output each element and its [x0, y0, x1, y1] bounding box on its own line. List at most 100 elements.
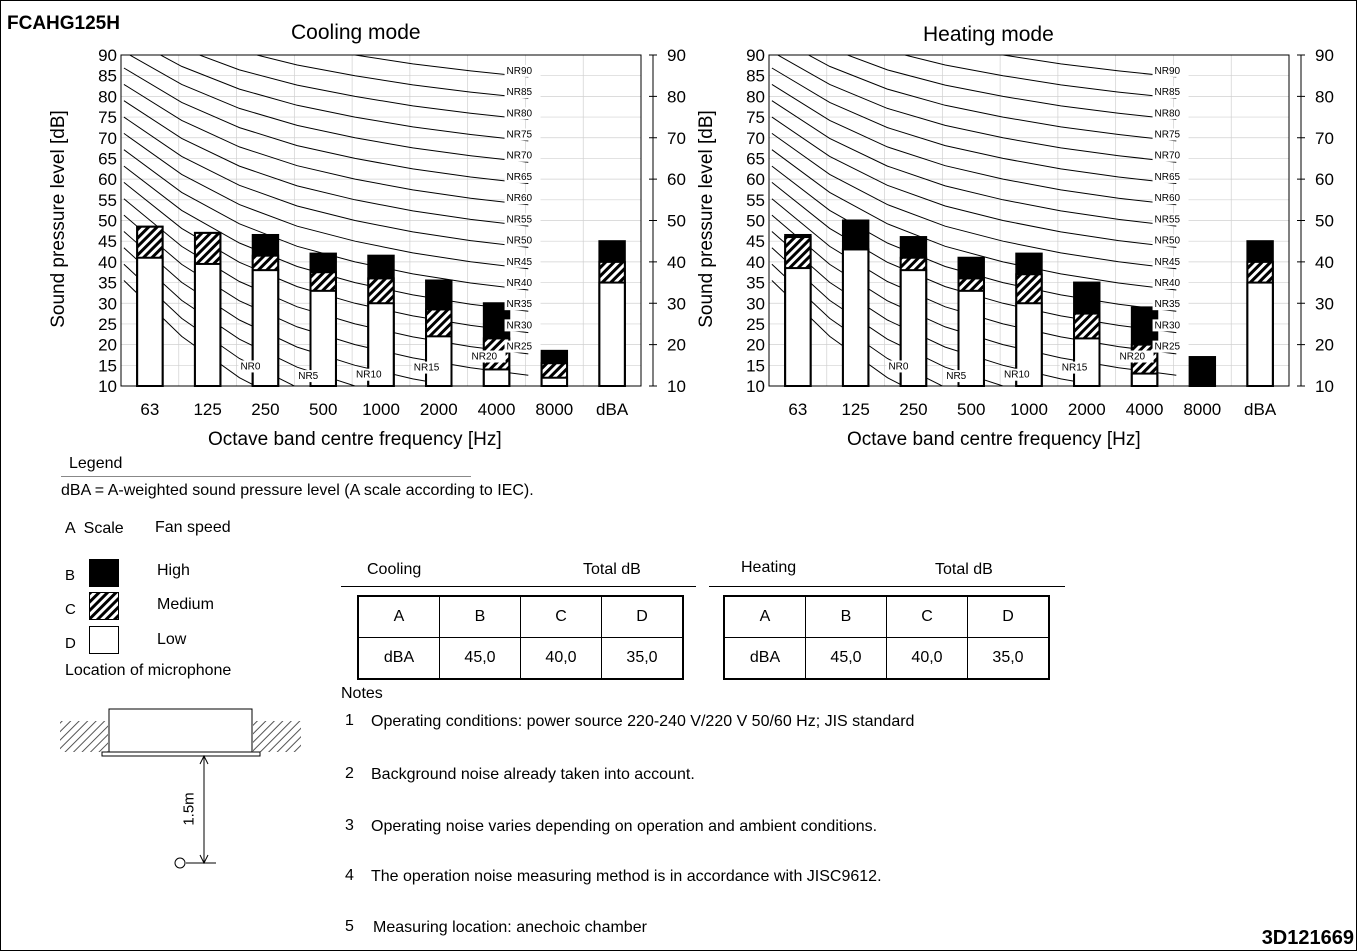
mic-distance: 1.5m — [180, 792, 198, 826]
nr-label-bg — [504, 192, 541, 205]
y-tick-label: 20 — [667, 336, 686, 355]
heating-table-total: Total dB — [935, 561, 993, 578]
microphone-icon — [174, 857, 186, 869]
y-tick-label: 90 — [667, 46, 686, 65]
nr-label: NR70 — [1155, 151, 1181, 162]
nr-label-bg — [354, 368, 390, 381]
y-tick-label: 35 — [98, 274, 117, 293]
note-2-text: Background noise already taken into acco… — [371, 766, 695, 783]
nr-label-bg — [1152, 213, 1189, 226]
nr-label-bg — [1152, 107, 1189, 120]
y-tick-label: 70 — [98, 129, 117, 148]
nr-curve-45 — [123, 132, 529, 270]
nr-curve-0 — [771, 280, 905, 386]
ceiling-left — [60, 721, 108, 752]
nr-curve-85 — [902, 55, 1177, 99]
x-tick-label: 2000 — [1068, 400, 1106, 419]
bar-high — [1188, 356, 1217, 388]
nr-curve-40 — [771, 149, 1177, 291]
y-tick-label: 50 — [746, 212, 765, 231]
y-ticks-right: 90 80 70 60 50 40 30 20 10 — [1297, 46, 1334, 396]
y-tick-label: 60 — [1315, 170, 1334, 189]
bar-low — [425, 335, 453, 388]
y-tick-label: 15 — [746, 356, 765, 375]
nr-label: NR25 — [1155, 342, 1181, 353]
y-tick-label: 90 — [98, 46, 117, 65]
nr-label: NR25 — [507, 342, 533, 353]
nr-curve-45 — [771, 132, 1177, 270]
legend-key-high: B — [65, 567, 76, 584]
nr-label-bg — [1117, 350, 1154, 363]
legend-fan-header: Fan speed — [155, 519, 231, 536]
cell: dBA — [723, 637, 806, 680]
nr-label: NR50 — [507, 236, 533, 247]
nr-curve-60 — [771, 83, 1177, 206]
y-tick-label: 50 — [1315, 212, 1334, 231]
nr-label-bg — [1002, 368, 1038, 381]
y-tick-label: 70 — [746, 129, 765, 148]
heating-chart-title: Heating mode — [923, 23, 1054, 46]
nr-label: NR65 — [507, 172, 533, 183]
plot-frame — [120, 54, 642, 387]
x-tick-label: 4000 — [478, 400, 516, 419]
y-tick-label: 45 — [746, 232, 765, 251]
legend-key-medium: C — [65, 601, 76, 618]
arrow-top — [199, 754, 209, 765]
nr-label-bg — [504, 340, 541, 353]
cell: 45,0 — [805, 637, 887, 680]
bar-low — [1246, 281, 1274, 387]
nr-label-bg — [504, 234, 541, 247]
legend-scale-header: A Scale — [65, 520, 124, 537]
bar-low — [784, 267, 812, 387]
cell: A — [357, 595, 440, 638]
note-4-text: The operation noise measuring method is … — [371, 868, 882, 885]
nr-label-bg — [504, 86, 541, 99]
y-tick-label: 40 — [746, 253, 765, 272]
y-tick-label: 10 — [746, 377, 765, 396]
nr-label-bg — [1152, 234, 1189, 247]
cell: C — [886, 595, 968, 638]
nr-label-bg — [504, 319, 541, 332]
legend-title: Legend — [69, 455, 123, 472]
nr-label: NR15 — [1062, 363, 1088, 374]
y-tick-label: 90 — [1315, 46, 1334, 65]
note-5-num: 5 — [345, 918, 354, 935]
nr-label: NR90 — [507, 66, 533, 77]
y-tick-label: 80 — [746, 87, 765, 106]
nr-label: NR85 — [507, 87, 533, 98]
cooling-table-rule — [341, 586, 696, 587]
nr-label-bg — [296, 370, 333, 383]
nr-label: NR90 — [1155, 66, 1181, 77]
cell: B — [805, 595, 887, 638]
x-tick-label: 8000 — [535, 400, 573, 419]
x-tick-label: 1000 — [1010, 400, 1048, 419]
nr-labels: NR90 NR85 NR80 NR75 NR70 NR65 NR60 NR55 NR50 NR45… — [886, 64, 1189, 383]
nr-curve-75 — [159, 55, 529, 142]
legend-swatch-medium — [89, 592, 119, 620]
x-tick-label: 8000 — [1183, 400, 1221, 419]
nr-label: NR5 — [946, 371, 966, 382]
y-tick-label: 80 — [98, 87, 117, 106]
nr-label-bg — [1152, 170, 1189, 183]
nr-label: NR80 — [1155, 108, 1181, 119]
nr-label: NR30 — [1155, 320, 1181, 331]
nr-label-bg — [1152, 276, 1189, 289]
nr-label-bg — [504, 107, 541, 120]
nr-label-bg — [1152, 298, 1189, 311]
y-tick-label: 20 — [1315, 336, 1334, 355]
y-tick-label: 25 — [98, 315, 117, 334]
note-1-text: Operating conditions: power source 220-2… — [371, 713, 915, 730]
x-tick-label: 250 — [251, 400, 279, 419]
nr-label-bg — [504, 170, 541, 183]
nr-label: NR10 — [356, 370, 382, 381]
nr-label: NR65 — [1155, 172, 1181, 183]
nr-label: NR35 — [507, 299, 533, 310]
nr-curve-90 — [352, 55, 529, 78]
nr-curves — [771, 55, 1177, 386]
y-tick-label: 25 — [746, 315, 765, 334]
y-tick-label: 50 — [667, 212, 686, 231]
cooling-chart-title: Cooling mode — [291, 21, 421, 44]
nr-label-bg — [411, 361, 448, 374]
nr-label-bg — [1152, 86, 1189, 99]
